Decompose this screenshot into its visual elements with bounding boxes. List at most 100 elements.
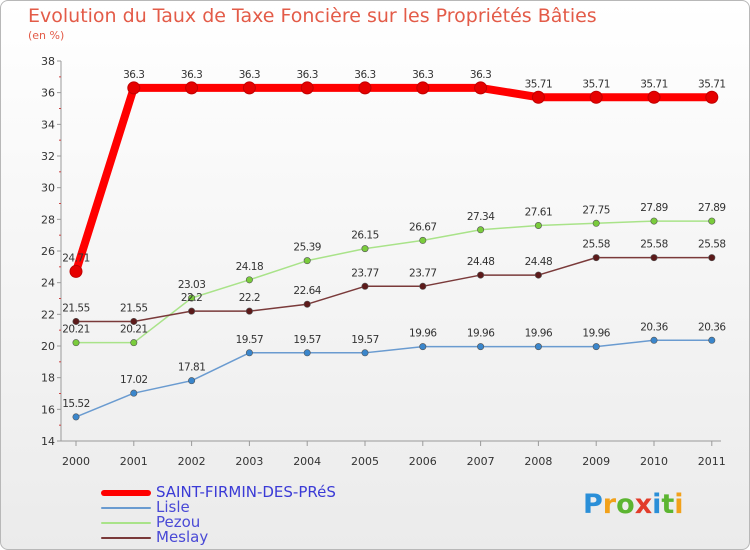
data-point [185,81,199,95]
data-point [592,219,600,227]
x-tick-label: 2005 [351,455,379,468]
data-point [650,217,658,225]
data-label: 15.52 [62,398,90,410]
data-point [127,81,141,95]
data-label: 26.67 [409,221,437,233]
data-point [589,90,603,104]
data-point [361,349,369,357]
data-label: 23.03 [178,279,206,291]
data-label: 22.2 [239,292,260,304]
y-tick-label: 22 [41,308,55,321]
data-label: 35.71 [582,78,610,90]
data-label: 27.61 [525,207,553,219]
y-tick-label: 28 [41,213,55,226]
data-label: 25.58 [582,239,610,251]
y-tick-label: 16 [41,403,55,416]
data-point [130,339,138,347]
data-label: 19.96 [409,328,437,340]
data-point [477,226,485,234]
data-label: 25.39 [293,242,321,254]
data-point [534,343,542,351]
data-point [705,90,719,104]
y-tick-label: 34 [41,118,55,131]
data-point [419,282,427,290]
data-label: 19.96 [525,328,553,340]
x-tick-label: 2000 [62,455,90,468]
data-point [708,217,716,225]
data-label: 36.3 [123,69,144,81]
data-point [72,339,80,347]
y-tick-label: 38 [41,55,55,68]
data-point [592,343,600,351]
data-label: 19.96 [582,328,610,340]
data-point [188,307,196,315]
legend-swatch [101,522,151,524]
data-label: 35.71 [698,78,726,90]
data-point [245,276,253,284]
data-label: 21.55 [120,302,148,314]
data-label: 36.3 [470,69,491,81]
data-label: 19.57 [351,334,379,346]
data-point [477,343,485,351]
data-point [361,245,369,253]
legend-label: Pezou [156,513,201,531]
data-point [708,336,716,344]
data-label: 19.96 [467,328,495,340]
data-label: 20.21 [120,324,148,336]
data-point [69,264,83,278]
data-point [477,271,485,279]
y-tick-label: 26 [41,245,55,258]
data-label: 27.89 [698,202,726,214]
chart-title: Evolution du Taux de Taxe Foncière sur l… [28,5,597,27]
data-label: 23.77 [351,267,379,279]
legend-label: Lisle [156,498,190,516]
x-tick-label: 2011 [698,455,726,468]
series-line [75,256,713,323]
data-point [534,222,542,230]
series-line [75,220,713,344]
data-label: 35.71 [525,78,553,90]
x-tick-label: 2003 [235,455,263,468]
data-label: 17.81 [178,362,206,374]
data-label: 21.55 [62,302,90,314]
data-label: 27.75 [582,204,610,216]
x-tick-label: 2007 [467,455,495,468]
data-point [303,300,311,308]
data-point [72,413,80,421]
data-point [647,90,661,104]
data-point [416,81,430,95]
data-point [592,254,600,262]
x-tick-label: 2001 [120,455,148,468]
x-tick-label: 2008 [524,455,552,468]
data-label: 19.57 [293,334,321,346]
data-label: 24.48 [467,256,495,268]
data-point [303,349,311,357]
data-label: 27.34 [467,211,495,223]
data-label: 36.3 [181,69,202,81]
data-point [72,317,80,325]
data-point [419,236,427,244]
series-line [75,339,713,418]
series-line [72,83,716,276]
data-point [188,377,196,385]
data-label: 22.64 [293,285,321,297]
data-label: 36.3 [354,69,375,81]
x-tick-label: 2006 [409,455,437,468]
data-label: 22.2 [181,292,202,304]
data-point [130,317,138,325]
data-label: 24.71 [62,252,90,264]
x-tick-label: 2009 [582,455,610,468]
data-point [531,90,545,104]
data-point [474,81,488,95]
legend-swatch [101,507,151,509]
y-tick-label: 18 [41,372,55,385]
data-point [245,349,253,357]
proxiti-logo: Proxiti [583,489,684,520]
data-label: 24.18 [236,261,264,273]
data-label: 36.3 [297,69,318,81]
y-tick-label: 20 [41,340,55,353]
data-point [358,81,372,95]
legend-label: SAINT-FIRMIN-DES-PRéS [156,483,336,501]
